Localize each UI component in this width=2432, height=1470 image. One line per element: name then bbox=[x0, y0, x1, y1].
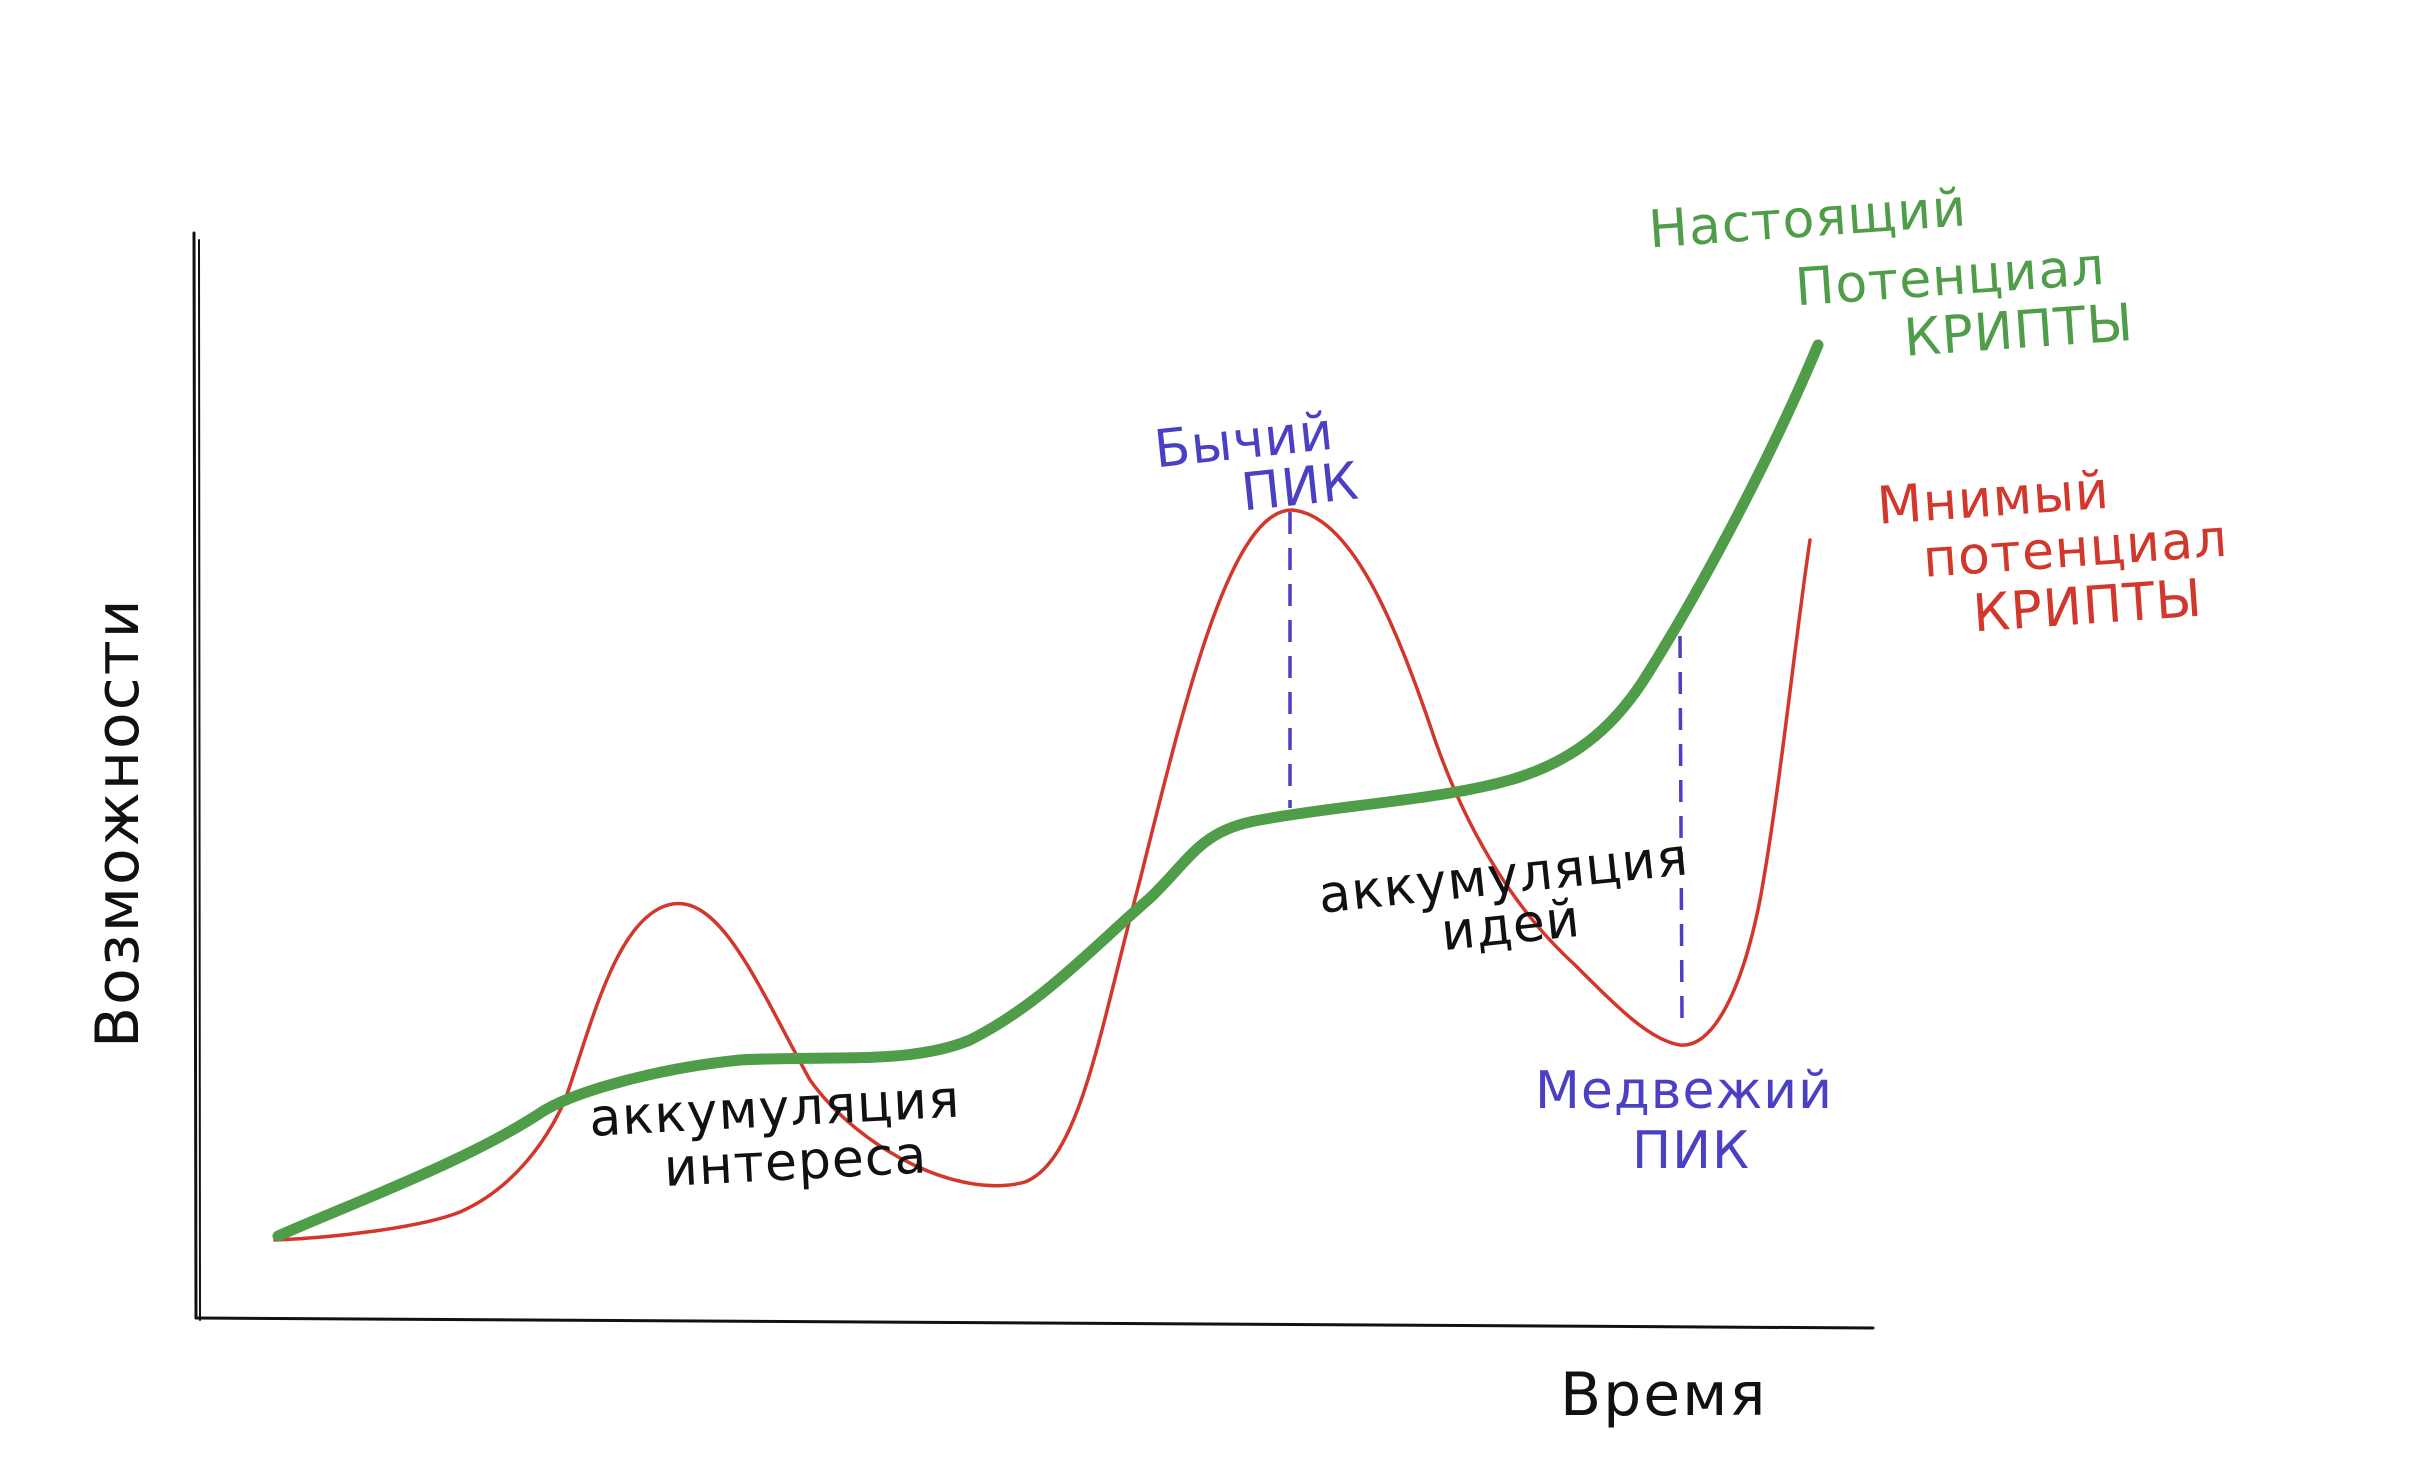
ideas-accumulation-label: аккумуляция идей bbox=[1316, 827, 1692, 963]
y-axis-double-stroke bbox=[198, 239, 201, 1321]
real-potential-curve bbox=[272, 339, 1824, 1242]
y-axis bbox=[192, 231, 198, 1320]
apparent-potential-curve bbox=[273, 508, 1812, 1242]
bear-peak-dashed-line bbox=[1678, 635, 1684, 1021]
apparent-potential-label: Мнимый потенциал КРИПТЫ bbox=[1875, 461, 2230, 645]
x-axis bbox=[194, 1316, 1875, 1330]
ideas-line2: идей bbox=[1438, 889, 1583, 963]
bear-peak-line2: ПИК bbox=[1632, 1121, 1750, 1181]
bear-peak-line1: Медвежий bbox=[1535, 1061, 1833, 1121]
x-axis-label: Время bbox=[1560, 1360, 1768, 1430]
real-potential-label: Настоящий Потенциал КРИПТЫ bbox=[1647, 178, 2136, 369]
interest-accumulation-label: аккумуляция интереса bbox=[588, 1069, 962, 1199]
bear-peak-label: Медвежий ПИК bbox=[1535, 1061, 1833, 1181]
interest-line2: интереса bbox=[662, 1125, 928, 1199]
bull-peak-line2: ПИК bbox=[1238, 451, 1362, 523]
real-label-line1: Настоящий bbox=[1647, 178, 1969, 260]
bull-peak-label: Бычий ПИК bbox=[1151, 402, 1362, 524]
axes bbox=[192, 231, 1875, 1330]
y-axis-label: Возможности bbox=[83, 597, 153, 1048]
